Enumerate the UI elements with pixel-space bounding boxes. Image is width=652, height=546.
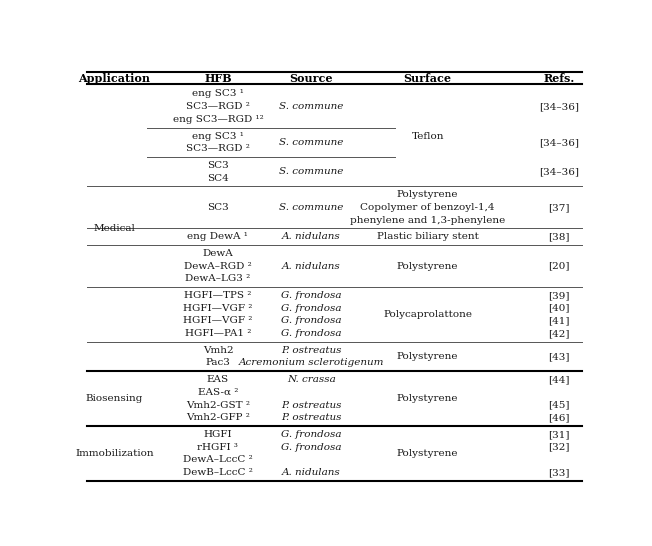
Text: Vmh2: Vmh2 bbox=[203, 346, 233, 355]
Text: [37]: [37] bbox=[548, 203, 570, 212]
Text: DewA–LG3 ²: DewA–LG3 ² bbox=[185, 274, 250, 283]
Text: SC3: SC3 bbox=[207, 203, 229, 212]
Text: [34–36]: [34–36] bbox=[539, 102, 579, 111]
Text: Polystyrene: Polystyrene bbox=[397, 352, 458, 361]
Text: [43]: [43] bbox=[548, 352, 570, 361]
Text: Biosensing: Biosensing bbox=[85, 394, 143, 403]
Text: [41]: [41] bbox=[548, 317, 570, 325]
Text: Plastic biliary stent: Plastic biliary stent bbox=[377, 232, 479, 241]
Text: SC4: SC4 bbox=[207, 174, 229, 182]
Text: eng SC3—RGD ¹²: eng SC3—RGD ¹² bbox=[173, 115, 263, 124]
Text: Refs.: Refs. bbox=[543, 73, 574, 84]
Text: DewA–RGD ²: DewA–RGD ² bbox=[184, 262, 252, 271]
Text: SC3—RGD ²: SC3—RGD ² bbox=[186, 102, 250, 111]
Text: Polystyrene: Polystyrene bbox=[397, 449, 458, 458]
Text: HGFI—TPS ²: HGFI—TPS ² bbox=[185, 291, 252, 300]
Text: Immobilization: Immobilization bbox=[75, 449, 154, 458]
Text: SC3—RGD ²: SC3—RGD ² bbox=[186, 144, 250, 153]
Text: HGFI: HGFI bbox=[203, 430, 232, 439]
Text: eng DewA ¹: eng DewA ¹ bbox=[188, 232, 248, 241]
Text: [33]: [33] bbox=[548, 468, 570, 477]
Text: [32]: [32] bbox=[548, 443, 570, 452]
Text: [46]: [46] bbox=[548, 413, 570, 422]
Text: G. frondosa: G. frondosa bbox=[281, 443, 342, 452]
Text: Acremonium sclerotigenum: Acremonium sclerotigenum bbox=[239, 359, 384, 367]
Text: DewA: DewA bbox=[203, 249, 233, 258]
Text: [44]: [44] bbox=[548, 375, 570, 384]
Text: [42]: [42] bbox=[548, 329, 570, 338]
Text: [20]: [20] bbox=[548, 262, 570, 271]
Text: [34–36]: [34–36] bbox=[539, 167, 579, 176]
Text: phenylene and 1,3-phenylene: phenylene and 1,3-phenylene bbox=[350, 216, 505, 225]
Text: Vmh2-GST ²: Vmh2-GST ² bbox=[186, 401, 250, 410]
Text: EAS: EAS bbox=[207, 375, 229, 384]
Text: eng SC3 ¹: eng SC3 ¹ bbox=[192, 90, 244, 98]
Text: HFB: HFB bbox=[204, 73, 231, 84]
Text: [34–36]: [34–36] bbox=[539, 138, 579, 147]
Text: eng SC3 ¹: eng SC3 ¹ bbox=[192, 132, 244, 140]
Text: A. nidulans: A. nidulans bbox=[282, 262, 341, 271]
Text: G. frondosa: G. frondosa bbox=[281, 317, 342, 325]
Text: S. commune: S. commune bbox=[279, 167, 344, 176]
Text: G. frondosa: G. frondosa bbox=[281, 291, 342, 300]
Text: SC3: SC3 bbox=[207, 161, 229, 170]
Text: S. commune: S. commune bbox=[279, 138, 344, 147]
Text: Polystyrene: Polystyrene bbox=[397, 394, 458, 403]
Text: N. crassa: N. crassa bbox=[287, 375, 336, 384]
Text: S. commune: S. commune bbox=[279, 203, 344, 212]
Text: EAS-α ²: EAS-α ² bbox=[198, 388, 238, 397]
Text: Polystyrene: Polystyrene bbox=[397, 190, 458, 199]
Text: [31]: [31] bbox=[548, 430, 570, 439]
Text: G. frondosa: G. frondosa bbox=[281, 329, 342, 338]
Text: G. frondosa: G. frondosa bbox=[281, 430, 342, 439]
Text: Teflon: Teflon bbox=[411, 132, 444, 140]
Text: A. nidulans: A. nidulans bbox=[282, 232, 341, 241]
Text: Vmh2-GFP ²: Vmh2-GFP ² bbox=[186, 413, 250, 422]
Text: S. commune: S. commune bbox=[279, 102, 344, 111]
Text: HGFI—PA1 ²: HGFI—PA1 ² bbox=[185, 329, 251, 338]
Text: HGFI—VGF ²: HGFI—VGF ² bbox=[183, 304, 252, 313]
Text: Copolymer of benzoyl-1,4: Copolymer of benzoyl-1,4 bbox=[361, 203, 495, 212]
Text: [39]: [39] bbox=[548, 291, 570, 300]
Text: Pac3: Pac3 bbox=[205, 359, 230, 367]
Text: HGFI—VGF ²: HGFI—VGF ² bbox=[183, 317, 252, 325]
Text: Source: Source bbox=[289, 73, 333, 84]
Text: P. ostreatus: P. ostreatus bbox=[281, 401, 342, 410]
Text: G. frondosa: G. frondosa bbox=[281, 304, 342, 313]
Text: DewB–LccC ²: DewB–LccC ² bbox=[183, 468, 253, 477]
Text: Polystyrene: Polystyrene bbox=[397, 262, 458, 271]
Text: DewA–LccC ²: DewA–LccC ² bbox=[183, 455, 253, 464]
Text: [38]: [38] bbox=[548, 232, 570, 241]
Text: Application: Application bbox=[78, 73, 151, 84]
Text: [40]: [40] bbox=[548, 304, 570, 313]
Text: A. nidulans: A. nidulans bbox=[282, 468, 341, 477]
Text: rHGFI ³: rHGFI ³ bbox=[198, 443, 239, 452]
Text: [45]: [45] bbox=[548, 401, 570, 410]
Text: P. ostreatus: P. ostreatus bbox=[281, 413, 342, 422]
Text: Surface: Surface bbox=[404, 73, 452, 84]
Text: P. ostreatus: P. ostreatus bbox=[281, 346, 342, 355]
Text: Polycaprolattone: Polycaprolattone bbox=[383, 310, 472, 319]
Text: Medical: Medical bbox=[93, 224, 135, 233]
